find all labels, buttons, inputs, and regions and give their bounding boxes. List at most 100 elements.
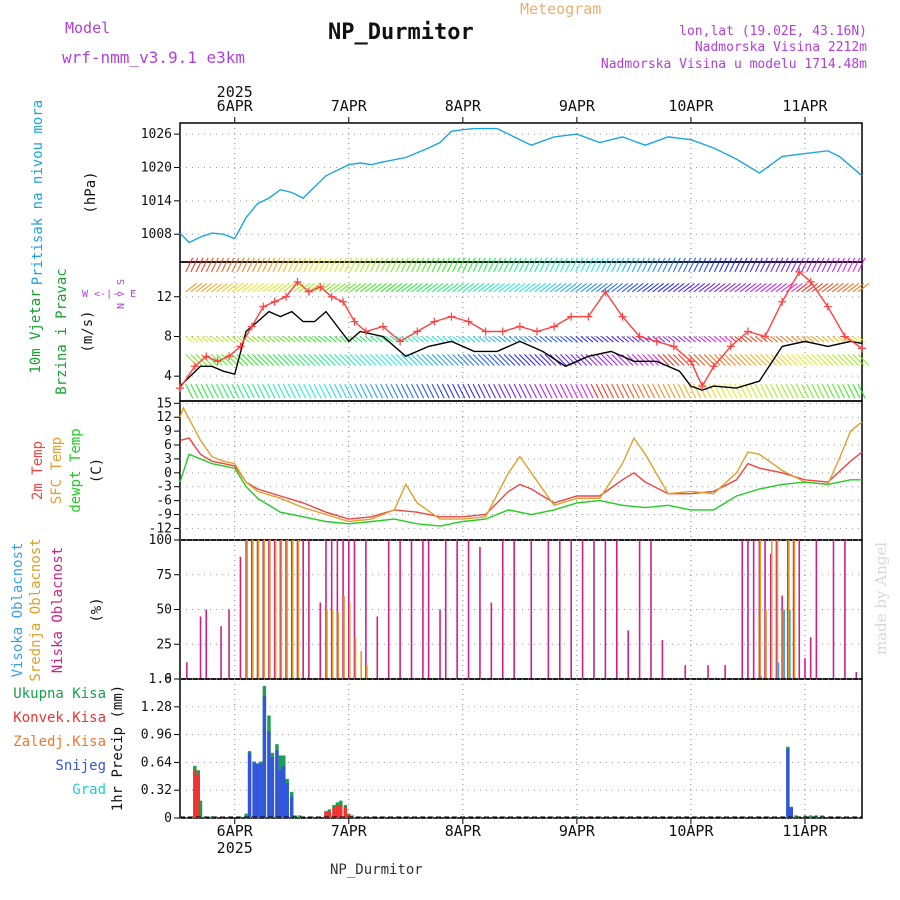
wind-arrow — [790, 257, 799, 273]
wind-arrow — [226, 282, 239, 293]
wind-arrow — [364, 282, 377, 293]
wind-arrow — [852, 353, 865, 366]
temperature-ytick-label: 3 — [164, 452, 172, 467]
cloud-low-label: Niska Oblacnost — [50, 547, 66, 673]
clouds-ytick-label: 50 — [156, 603, 172, 618]
wind-arrow — [821, 257, 830, 273]
wind-arrow — [585, 336, 594, 343]
wind-arrow — [344, 257, 353, 273]
wind-arrow — [811, 383, 820, 399]
wind-arrow — [554, 257, 563, 273]
wind-arrow — [380, 383, 389, 399]
wind-arrow — [344, 353, 357, 366]
wind-arrow — [626, 336, 635, 343]
precip-legend-item: Zaledj.Kisa — [13, 734, 106, 750]
wind-arrow — [790, 353, 803, 366]
dewpt-temp-line — [179, 453, 862, 527]
wind-arrow — [190, 336, 199, 343]
wind-arrow — [508, 257, 517, 273]
wind-arrow — [472, 353, 485, 366]
cloud-high-label: Visoka Oblacnost — [10, 543, 26, 678]
wind-arrow — [539, 353, 552, 366]
wind-arrow — [693, 282, 706, 293]
wind-arrow — [400, 257, 409, 273]
gust-marker — [327, 292, 336, 301]
wind-arrow — [395, 353, 408, 366]
wind-arrow — [857, 353, 870, 366]
wind-arrow — [626, 353, 639, 366]
wind-arrow — [472, 336, 481, 343]
wind-arrow — [554, 353, 567, 366]
wind-arrow — [601, 353, 613, 366]
wind-arrow — [488, 336, 496, 343]
wind-arrow — [416, 353, 429, 366]
wind-arrow — [698, 257, 707, 273]
wind-arrow — [744, 282, 757, 293]
wind-arrow — [678, 336, 686, 343]
wind-arrow — [719, 353, 731, 366]
wind-arrow — [421, 282, 434, 293]
wind-arrow — [282, 336, 291, 343]
wind-arrow — [724, 353, 736, 366]
precip-bar — [290, 796, 294, 818]
wind-arrow — [329, 336, 337, 343]
wind-arrow — [826, 336, 835, 343]
gust-marker — [618, 312, 627, 321]
wind-arrow — [205, 257, 214, 273]
precip-bar — [332, 807, 336, 818]
wind-arrow — [252, 353, 264, 366]
wind-arrow — [395, 383, 404, 399]
wind-arrow — [359, 257, 368, 273]
gust-marker — [515, 322, 524, 331]
gust-marker — [584, 312, 593, 321]
wind-arrow — [770, 282, 783, 293]
wind-arrow — [400, 282, 413, 293]
wind-arrow — [626, 257, 635, 273]
wind-arrow — [457, 257, 466, 273]
wind-arrow — [205, 383, 214, 399]
wind-arrow — [790, 336, 799, 343]
wind-arrow — [252, 336, 260, 343]
wind-arrow — [369, 257, 378, 273]
gust-marker — [726, 342, 735, 351]
wind-arrow — [272, 336, 281, 343]
2m-temp-line — [179, 437, 863, 520]
wind-arrow — [359, 336, 368, 343]
wind-barbs — [185, 257, 870, 399]
wind-arrow — [241, 383, 250, 399]
wind-arrow — [806, 383, 815, 399]
wind-arrow — [246, 282, 259, 293]
precip-bar — [193, 770, 197, 818]
wind-arrow — [713, 282, 726, 293]
pressure-ytick-label: 1026 — [141, 127, 172, 142]
wind-arrow — [359, 282, 372, 293]
wind-arrow — [821, 336, 830, 343]
wind-arrow — [226, 383, 235, 399]
wind-arrow — [452, 282, 464, 293]
temp-ylabel-sub: SFC Temp — [49, 437, 65, 504]
wind-arrow — [539, 383, 548, 399]
wind-arrow — [416, 282, 428, 293]
wind-arrow — [780, 282, 793, 293]
gust-marker — [270, 297, 279, 306]
gust-marker — [652, 337, 661, 346]
gust-marker — [225, 352, 234, 361]
wind-arrow — [770, 336, 779, 343]
wind-arrow — [216, 336, 224, 343]
precip-bar — [270, 757, 275, 818]
wind-arrow — [683, 282, 695, 293]
wind-arrow — [554, 383, 563, 399]
gust-marker — [698, 382, 707, 391]
gust-marker — [236, 342, 245, 351]
wind-arrow — [719, 282, 731, 293]
wind-arrow — [318, 282, 331, 293]
wind-arrow — [493, 282, 505, 293]
wind-arrow — [626, 383, 635, 399]
wind-arrow — [313, 353, 326, 366]
wind-arrow — [539, 336, 548, 343]
wind-arrow — [672, 353, 685, 366]
wind-arrow — [801, 257, 810, 273]
wind-arrow — [606, 282, 618, 293]
wind-arrow — [590, 336, 599, 343]
